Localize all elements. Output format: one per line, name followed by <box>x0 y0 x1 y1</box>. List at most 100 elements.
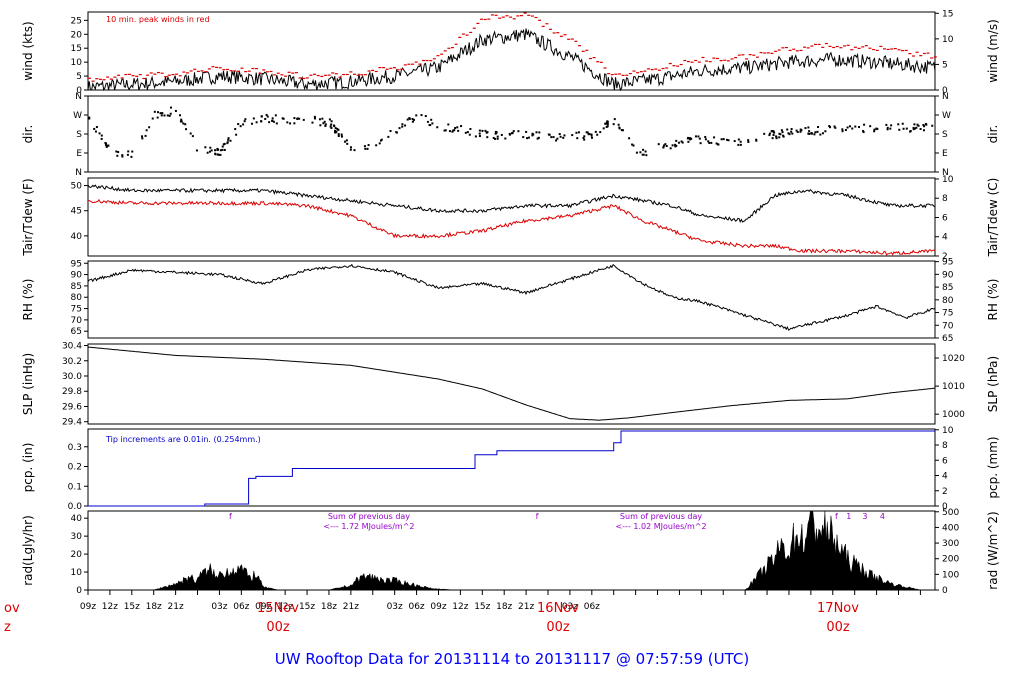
y-tick-label-right: 70 <box>942 321 954 331</box>
radiation-marker: f <box>229 512 232 521</box>
peak-wind-mark <box>530 15 534 17</box>
peak-wind-mark <box>926 52 930 54</box>
y-tick-label-right: N <box>942 92 949 102</box>
peak-wind-mark <box>233 70 237 72</box>
radiation-sum-annotation: <--- 1.02 MJoules/m^2 <box>615 522 706 531</box>
peak-wind-mark <box>480 18 484 20</box>
direction-point <box>478 129 481 132</box>
peak-wind-mark <box>730 58 734 60</box>
direction-point <box>531 132 534 135</box>
y-tick-label-right: E <box>942 149 948 159</box>
peak-wind-mark <box>774 50 778 52</box>
peak-wind-mark <box>454 43 458 45</box>
direction-point <box>558 133 561 136</box>
peak-wind-mark <box>113 76 117 78</box>
direction-point <box>464 131 467 134</box>
temperature-series-line <box>87 198 936 256</box>
direction-point <box>841 128 844 131</box>
direction-point <box>737 143 740 146</box>
direction-point <box>420 114 423 117</box>
direction-point <box>436 126 439 129</box>
y-tick-label-left: 90 <box>71 271 83 281</box>
peak-wind-mark <box>222 69 226 71</box>
peak-wind-mark <box>919 55 923 57</box>
direction-point <box>411 120 414 123</box>
peak-wind-mark <box>360 74 364 76</box>
direction-point <box>782 134 785 137</box>
direction-point <box>166 114 169 117</box>
direction-point <box>722 138 725 141</box>
temperature-series-line <box>87 184 936 224</box>
peak-wind-mark <box>585 49 589 51</box>
direction-point <box>821 132 824 135</box>
direction-point <box>319 124 322 127</box>
direction-point <box>302 118 305 121</box>
direction-point <box>525 130 528 133</box>
peak-wind-mark <box>240 67 244 69</box>
peak-wind-mark <box>668 62 672 65</box>
direction-point <box>100 134 103 137</box>
direction-point <box>156 116 159 119</box>
peak-wind-mark <box>414 61 418 63</box>
peak-wind-mark <box>490 14 494 16</box>
direction-point <box>813 133 816 136</box>
direction-point <box>289 122 292 125</box>
direction-point <box>340 135 343 138</box>
direction-point <box>260 120 263 123</box>
peak-wind-mark <box>175 73 179 75</box>
direction-point <box>453 129 456 132</box>
direction-point <box>834 126 837 129</box>
y-tick-label-left: 30.0 <box>62 372 82 382</box>
peak-wind-mark <box>421 59 425 62</box>
direction-point <box>182 122 185 125</box>
direction-point <box>814 131 817 134</box>
direction-point <box>216 147 219 150</box>
peak-wind-mark <box>578 45 582 47</box>
peak-wind-mark <box>683 59 687 62</box>
direction-point <box>191 135 194 138</box>
y-tick-label-left: 20 <box>71 30 83 40</box>
peak-wind-mark <box>788 49 792 52</box>
peak-wind-mark <box>432 58 436 60</box>
peak-wind-mark <box>182 71 186 73</box>
peak-wind-mark <box>494 14 498 16</box>
direction-point <box>406 118 409 121</box>
direction-point <box>535 131 538 134</box>
peak-wind-mark <box>650 69 654 71</box>
peak-wind-mark <box>549 28 553 30</box>
peak-wind-mark <box>120 77 124 79</box>
direction-point <box>335 130 338 133</box>
peak-wind-mark <box>95 78 99 80</box>
direction-point <box>924 123 927 126</box>
peak-wind-mark <box>639 71 643 73</box>
peak-wind-mark <box>835 45 839 48</box>
y-tick-label-right: 300 <box>942 539 959 549</box>
peak-wind-mark <box>614 73 618 75</box>
direction-point <box>552 136 555 139</box>
direction-point <box>478 135 481 138</box>
peak-wind-mark <box>418 63 422 65</box>
direction-point <box>239 125 242 128</box>
peak-wind-mark <box>679 63 683 66</box>
direction-point <box>829 126 832 129</box>
direction-point <box>606 121 609 124</box>
direction-point <box>563 134 566 137</box>
peak-wind-mark <box>657 69 661 71</box>
direction-point <box>612 123 615 126</box>
direction-point <box>242 123 245 126</box>
direction-point <box>161 112 164 115</box>
peak-wind-mark <box>229 70 233 72</box>
peak-wind-mark <box>821 46 825 48</box>
direction-point <box>863 123 866 126</box>
peak-wind-mark <box>715 57 719 60</box>
direction-point <box>669 147 672 150</box>
y-tick-label-left: 29.8 <box>62 387 82 397</box>
panel-frame <box>87 11 936 91</box>
direction-point <box>216 148 219 151</box>
direction-point <box>508 132 511 135</box>
direction-point <box>336 127 339 130</box>
direction-point <box>324 125 327 128</box>
y-tick-label-left: 30 <box>71 532 83 542</box>
direction-point <box>121 155 124 158</box>
